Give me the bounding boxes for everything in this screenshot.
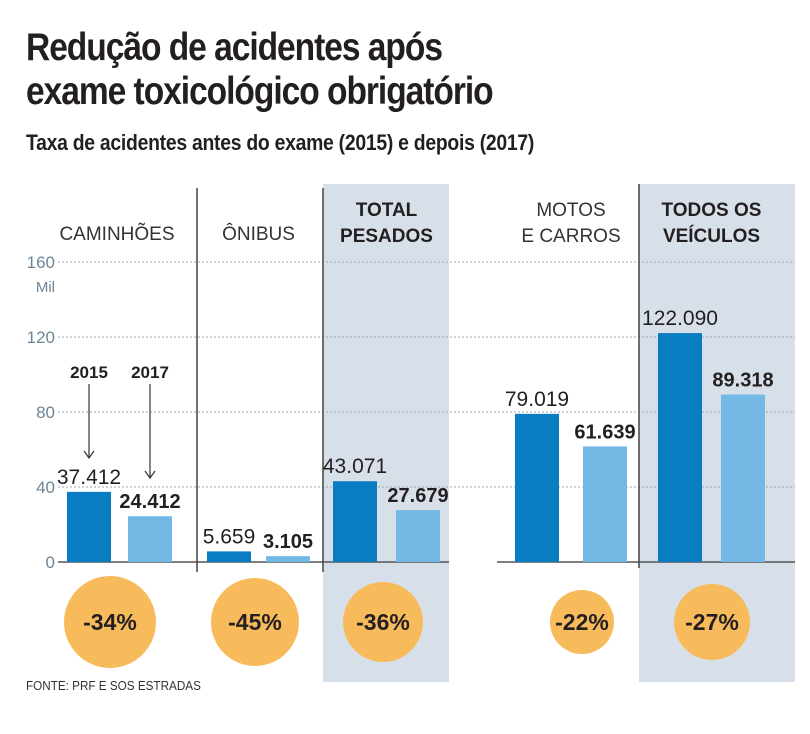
- value-label-2015: 37.412: [57, 466, 121, 489]
- arrow-head-2015: [83, 450, 95, 460]
- y-tick-label: 80: [36, 403, 55, 422]
- y-tick-label: 160: [27, 253, 55, 272]
- category-label: VEÍCULOS: [663, 225, 760, 247]
- source-note: FONTE: PRF E SOS ESTRADAS: [26, 678, 201, 693]
- bar-2017: [583, 446, 627, 562]
- category-label: PESADOS: [340, 226, 433, 247]
- chart-subtitle: Taxa de acidentes antes do exame (2015) …: [26, 130, 535, 155]
- bar-2017: [266, 556, 310, 562]
- change-circle: [550, 590, 614, 654]
- category-label: MOTOS: [536, 200, 605, 221]
- bar-2015: [67, 491, 111, 562]
- category-labels: CAMINHÕES ÔNIBUS TOTAL PESADOS MOTOS E CARROS…: [59, 200, 761, 247]
- value-label-2017: 89.318: [712, 370, 773, 392]
- change-circle: [674, 584, 750, 660]
- panel-dividers: [196, 184, 640, 572]
- category-label: E CARROS: [521, 226, 620, 247]
- change-label: -27%: [685, 609, 739, 635]
- bar-2017: [396, 510, 440, 562]
- change-circle: [64, 576, 156, 668]
- bar-2015: [658, 333, 702, 562]
- value-label-2017: 27.679: [387, 485, 448, 507]
- change-label: -36%: [356, 609, 410, 635]
- bar-2015: [333, 481, 377, 562]
- value-label-2017: 24.412: [119, 491, 180, 513]
- title-line-2: exame toxicológico obrigatório: [26, 70, 494, 113]
- title-line-1: Redução de acidentes após: [26, 26, 443, 69]
- value-label-2015: 43.071: [323, 455, 387, 478]
- bar-2015: [207, 551, 251, 562]
- year-annotation-2017: 2017: [131, 363, 169, 382]
- y-tick-label: 40: [36, 478, 55, 497]
- y-tick-label: 0: [46, 553, 55, 572]
- category-label: TODOS OS: [662, 200, 762, 221]
- change-circles: -34% -45% -36% -22% -27%: [64, 576, 750, 668]
- bars: [67, 333, 765, 562]
- value-label-2015: 5.659: [203, 525, 256, 548]
- bar-2017: [128, 516, 172, 562]
- change-circle: [211, 578, 299, 666]
- bar-2017: [721, 394, 765, 562]
- value-label-2015: 122.090: [642, 307, 718, 330]
- y-axis: 0 40 80 120 160 Mil: [27, 253, 55, 572]
- bar-2015: [515, 413, 559, 562]
- category-label: CAMINHÕES: [59, 223, 174, 245]
- value-label-2017: 61.639: [574, 421, 635, 443]
- change-label: -45%: [228, 609, 282, 635]
- y-tick-label: 120: [27, 328, 55, 347]
- change-circle: [343, 582, 423, 662]
- chart-title: Redução de acidentes após exame toxicoló…: [26, 26, 494, 114]
- change-label: -34%: [83, 609, 137, 635]
- value-labels: 37.412 5.659 43.071 79.019 122.090 24.412 3.10…: [57, 307, 774, 553]
- arrow-head-2017: [144, 470, 156, 480]
- year-annotation-2015: 2015: [70, 363, 108, 382]
- category-label: TOTAL: [356, 200, 418, 221]
- category-label: ÔNIBUS: [222, 223, 295, 245]
- change-label: -22%: [555, 609, 609, 635]
- year-annotations: 2015 2017: [70, 363, 169, 480]
- value-label-2015: 79.019: [505, 388, 569, 411]
- value-label-2017: 3.105: [263, 531, 313, 553]
- y-unit-label: Mil: [36, 279, 55, 296]
